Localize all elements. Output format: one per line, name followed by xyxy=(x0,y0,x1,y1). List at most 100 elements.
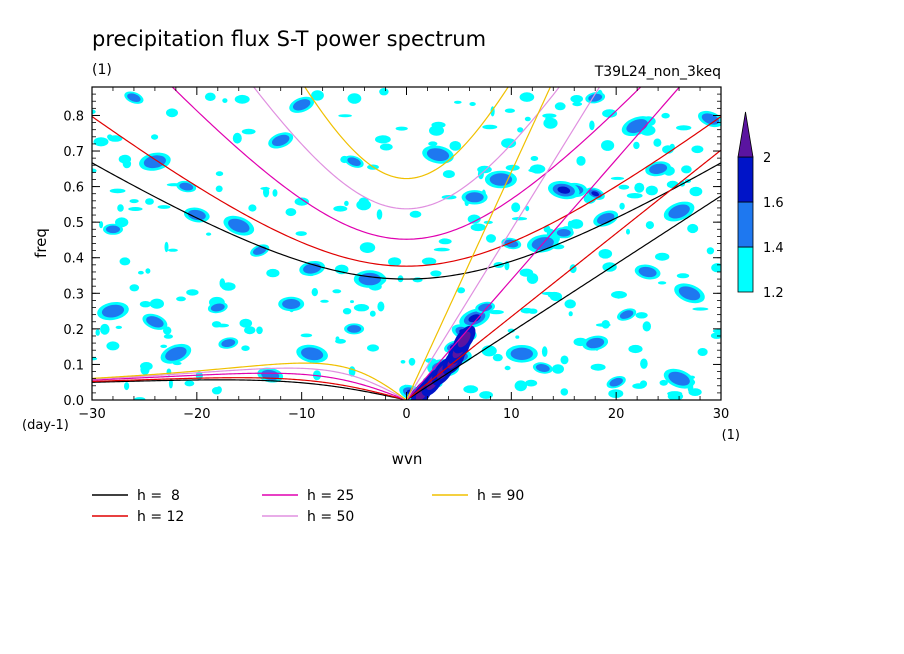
spectrum-blob xyxy=(218,337,239,349)
speckle-cell xyxy=(642,321,651,332)
speckle-cell xyxy=(525,205,530,212)
speckle-cell xyxy=(517,127,524,133)
legend-label: h = 90 xyxy=(477,488,524,504)
spectrum-blob xyxy=(97,301,129,321)
speckle-cell xyxy=(576,156,586,166)
speckle-cell xyxy=(263,186,270,198)
speckle-cell xyxy=(211,321,222,328)
speckle-cell xyxy=(367,344,379,352)
curve-rossby-h12 xyxy=(92,377,407,400)
speckle-cell xyxy=(681,165,692,174)
speckle-cell xyxy=(359,242,376,254)
contour-level-3 xyxy=(591,191,600,197)
y-tick-label: 0.7 xyxy=(63,145,84,160)
speckle-cell xyxy=(149,298,164,309)
speckle-cell xyxy=(589,120,595,131)
y-tick-label: 0.2 xyxy=(63,323,84,338)
speckle-cell xyxy=(140,364,150,375)
speckle-cell xyxy=(338,114,352,118)
spectrum-blob xyxy=(353,270,386,288)
speckle-cell xyxy=(124,382,130,391)
speckle-cell xyxy=(655,252,670,261)
y-tick-label: 0.1 xyxy=(63,358,84,373)
contour-level-2 xyxy=(619,310,634,319)
speckle-cell xyxy=(429,125,444,136)
speckle-cell xyxy=(95,329,100,336)
speckle-cell xyxy=(151,134,159,140)
speckle-cell xyxy=(504,108,515,113)
speckle-cell xyxy=(234,94,250,104)
speckle-cell xyxy=(507,328,515,333)
speckle-cell xyxy=(560,355,569,365)
contour-level-2 xyxy=(465,192,484,203)
speckle-cell xyxy=(92,109,96,115)
spectrum-blob xyxy=(176,180,197,193)
spectrum-blob xyxy=(278,296,305,312)
contour-level-2 xyxy=(649,163,668,174)
speckle-cell xyxy=(311,288,318,297)
speckle-cell xyxy=(530,156,539,161)
contour-level-2 xyxy=(556,229,571,237)
contour-level-2 xyxy=(586,337,605,349)
contour-level-2 xyxy=(358,272,381,286)
spectrum-blob xyxy=(459,308,490,329)
speckle-cell xyxy=(409,210,422,218)
colorbar: 1.2 1.4 1.6 2 xyxy=(737,111,784,301)
speckle-cell xyxy=(93,137,109,147)
spectrum-blob xyxy=(484,170,517,189)
legend-label: h = 25 xyxy=(307,488,354,504)
speckle-cell xyxy=(379,143,393,151)
speckle-cell xyxy=(167,248,178,252)
speckle-cell xyxy=(710,332,721,339)
spectrum-blob xyxy=(289,96,315,113)
speckle-cell xyxy=(408,357,416,366)
speckle-cell xyxy=(109,188,126,194)
curve-rossby-h25 xyxy=(92,372,407,400)
speckle-cell xyxy=(463,385,479,394)
speckle-cell xyxy=(92,168,97,173)
speckle-cell xyxy=(311,90,324,101)
curve-kelvin-h50 xyxy=(405,87,601,400)
y-tick-label: 0.8 xyxy=(63,109,84,124)
speckle-cell xyxy=(515,335,520,339)
colorbar-segment xyxy=(737,246,754,293)
curve-kelvin-h90 xyxy=(405,87,552,400)
speckle-cell xyxy=(610,176,625,180)
spectrum-blob xyxy=(663,201,695,222)
contour-level-2 xyxy=(668,371,690,386)
legend-label: h = 12 xyxy=(137,509,184,525)
speckle-cell xyxy=(295,231,307,237)
contour-level-2 xyxy=(127,93,141,102)
speckle-cell xyxy=(285,208,297,217)
spectrum-blob xyxy=(585,92,606,104)
speckle-cell xyxy=(222,98,228,103)
speckle-cell xyxy=(525,379,538,387)
speckle-cell xyxy=(375,135,391,144)
x-tick-label: −30 xyxy=(78,407,105,422)
speckle-cell xyxy=(667,391,683,397)
speckle-cell xyxy=(492,353,503,362)
speckle-cell xyxy=(528,308,538,314)
curve-ig-h90 xyxy=(304,87,509,180)
contour-level-2 xyxy=(347,157,361,166)
contour-level-2 xyxy=(221,339,236,348)
spectrum-blob xyxy=(547,180,580,200)
spectrum-contours xyxy=(92,88,721,400)
speckle-cell xyxy=(164,241,169,253)
speckle-cell xyxy=(335,336,340,342)
speckle-cell xyxy=(611,291,627,299)
contour-level-2 xyxy=(609,377,623,387)
contour-level-2 xyxy=(292,99,311,111)
speckle-cell xyxy=(569,219,584,229)
speckle-cell xyxy=(379,88,389,96)
speckle-cell xyxy=(676,273,690,279)
speckle-cell xyxy=(248,204,257,212)
spectrum-blob xyxy=(617,308,637,321)
speckle-cell xyxy=(653,138,662,147)
curve-kelvin-h12 xyxy=(406,149,721,400)
speckle-cell xyxy=(676,125,692,131)
speckle-cell xyxy=(244,326,256,335)
speckle-cell xyxy=(163,334,173,339)
speckle-cell xyxy=(347,93,362,104)
